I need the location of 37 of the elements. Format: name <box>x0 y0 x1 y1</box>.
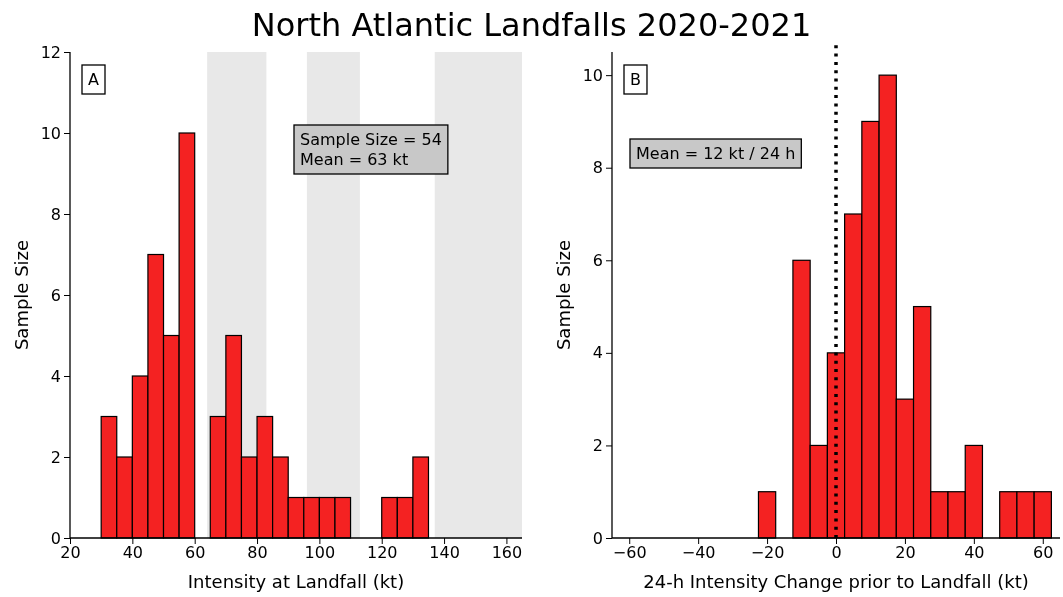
x-tick-label: 140 <box>429 543 460 563</box>
y-tick-label: 2 <box>50 447 61 467</box>
y-tick-label: 2 <box>592 436 603 456</box>
y-tick-label: 10 <box>582 65 603 85</box>
x-tick-label: 0 <box>831 543 842 563</box>
y-tick-label: 6 <box>592 250 603 270</box>
y-tick-label: 0 <box>50 528 61 548</box>
x-tick-label: 100 <box>304 543 336 563</box>
y-tick-label: 6 <box>50 285 61 305</box>
x-tick-label: 40 <box>964 543 985 563</box>
y-tick-label: 8 <box>50 204 61 224</box>
y-tick-label: 8 <box>592 158 603 178</box>
x-tick-label: 60 <box>185 543 206 563</box>
chart-title: North Atlantic Landfalls 2020-2021 <box>251 6 812 44</box>
y-axis-title: Sample Size <box>11 239 32 351</box>
x-tick-label: 160 <box>491 543 523 563</box>
x-tick-label: −40 <box>681 543 716 563</box>
y-tick-label: 10 <box>40 123 61 143</box>
y-tick-label: 12 <box>40 42 61 62</box>
x-tick-label: 40 <box>122 543 144 563</box>
y-axis-title: Sample Size <box>553 239 574 351</box>
x-tick-label: −20 <box>750 543 785 563</box>
annotation: A <box>88 70 99 89</box>
annotation: Sample Size = 54 Mean = 63 kt <box>300 130 442 169</box>
y-tick-label: 0 <box>592 528 603 548</box>
x-tick-label: 120 <box>366 543 398 563</box>
x-tick-label: −60 <box>612 543 647 563</box>
x-tick-label: 20 <box>895 543 916 563</box>
annotation: B <box>630 70 641 89</box>
x-axis-title: Intensity at Landfall (kt) <box>187 571 405 592</box>
y-tick-label: 4 <box>50 366 61 386</box>
x-tick-label: 60 <box>1033 543 1054 563</box>
x-tick-label: 20 <box>60 543 81 563</box>
y-tick-label: 4 <box>592 343 603 363</box>
x-axis-title: 24-h Intensity Change prior to Landfall (kt) <box>643 571 1029 592</box>
x-tick-label: 80 <box>247 543 268 563</box>
annotation: Mean = 12 kt / 24 h <box>636 144 796 163</box>
